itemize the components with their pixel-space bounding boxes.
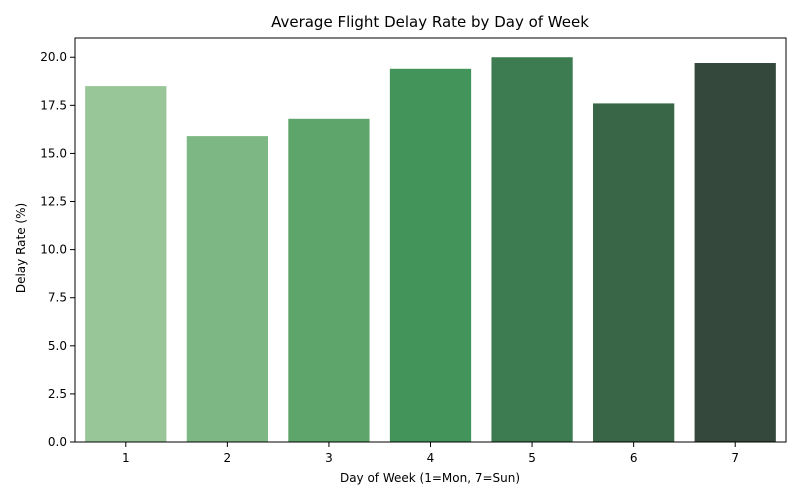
y-tick-label: 10.0 — [40, 243, 67, 257]
y-tick-label: 2.5 — [48, 387, 67, 401]
y-axis: 0.0 2.5 5.0 7.5 10.0 12.5 15.0 17.5 20.0 — [40, 50, 75, 449]
x-axis: 1 2 3 4 5 6 7 — [122, 442, 739, 465]
bar-day-7 — [694, 63, 776, 443]
bar-day-5 — [491, 57, 573, 442]
bar-day-6 — [593, 103, 675, 443]
plot-area — [74, 37, 787, 443]
y-axis-label: Delay Rate (%) — [14, 203, 28, 293]
y-tick-label: 20.0 — [40, 50, 67, 64]
bar-day-3 — [288, 118, 370, 443]
y-tick-label: 17.5 — [40, 98, 67, 112]
bar-day-2 — [186, 136, 268, 442]
chart-title: Average Flight Delay Rate by Day of Week — [271, 13, 589, 31]
x-axis-label: Day of Week (1=Mon, 7=Sun) — [340, 471, 520, 485]
x-tick-label: 2 — [224, 451, 232, 465]
x-tick-label: 3 — [325, 451, 333, 465]
bar-day-1 — [85, 86, 167, 442]
y-tick-label: 5.0 — [48, 339, 67, 353]
bar-day-4 — [389, 68, 472, 443]
y-tick-label: 12.5 — [40, 195, 67, 209]
x-tick-label: 1 — [122, 451, 130, 465]
y-tick-label: 0.0 — [48, 435, 67, 449]
x-tick-label: 5 — [528, 451, 536, 465]
x-tick-label: 6 — [630, 451, 638, 465]
y-tick-label: 7.5 — [48, 291, 67, 305]
y-tick-label: 15.0 — [40, 146, 67, 160]
x-tick-label: 4 — [427, 451, 435, 465]
x-tick-label: 7 — [731, 451, 739, 465]
